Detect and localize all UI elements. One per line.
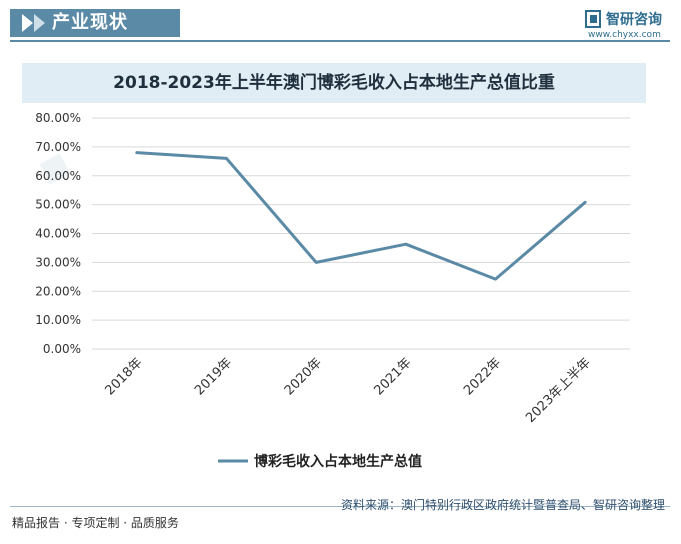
y-tick-label: 50.00% (35, 198, 81, 212)
y-tick-label: 30.00% (35, 255, 81, 269)
brand-logo-icon (585, 10, 601, 28)
y-tick-label: 80.00% (35, 111, 81, 125)
footer: 资料来源：澳门特别行政区政府统计暨普查局、智研咨询整理 精品报告 · 专项定制 … (0, 498, 681, 544)
y-tick-label: 70.00% (35, 140, 81, 154)
brand-url: www.chyxx.com (588, 30, 661, 40)
header-divider (10, 40, 670, 42)
x-tick-label: 2019年 (192, 355, 235, 398)
footer-divider (10, 506, 670, 507)
line-chart: 0.00% 10.00% 20.00% 30.00% 40.00% 50.00% 60.00… (35, 111, 630, 470)
section-header: 产业现状 智研咨询 www.chyxx.com (0, 0, 681, 46)
x-axis-ticks: 2018年 2019年 2020年 2021年 2022年 2023年上半年 (102, 355, 594, 426)
y-tick-label: 60.00% (35, 169, 81, 183)
arrow-icon (22, 14, 33, 32)
legend-label: 博彩毛收入占本地生产总值 (254, 453, 422, 470)
grid-lines (92, 117, 630, 350)
x-tick-label: 2021年 (371, 355, 414, 398)
series-lines (135, 151, 587, 281)
x-tick-label: 2018年 (102, 355, 145, 398)
y-tick-label: 0.00% (43, 342, 81, 356)
source-note: 资料来源：澳门特别行政区政府统计暨普查局、智研咨询整理 (340, 498, 665, 512)
series-line (135, 151, 587, 281)
x-tick-label: 2020年 (282, 355, 325, 398)
y-axis-ticks: 0.00% 10.00% 20.00% 30.00% 40.00% 50.00% 60.00… (35, 111, 81, 356)
y-tick-label: 10.00% (35, 313, 81, 327)
y-tick-label: 20.00% (35, 284, 81, 298)
y-tick-label: 40.00% (35, 227, 81, 241)
brand-name: 智研咨询 (606, 12, 662, 28)
section-title: 产业现状 (52, 12, 128, 33)
x-tick-label: 2023年上半年 (523, 355, 594, 426)
chart-title-box: 2018-2023年上半年澳门博彩毛收入占本地生产总值比重 (22, 63, 646, 103)
footer-tagline: 精品报告 · 专项定制 · 品质服务 (12, 516, 179, 530)
x-tick-label: 2022年 (461, 355, 504, 398)
arrow-icon (34, 14, 45, 32)
legend: 博彩毛收入占本地生产总值 (218, 453, 422, 470)
chart-title: 2018-2023年上半年澳门博彩毛收入占本地生产总值比重 (113, 73, 555, 93)
